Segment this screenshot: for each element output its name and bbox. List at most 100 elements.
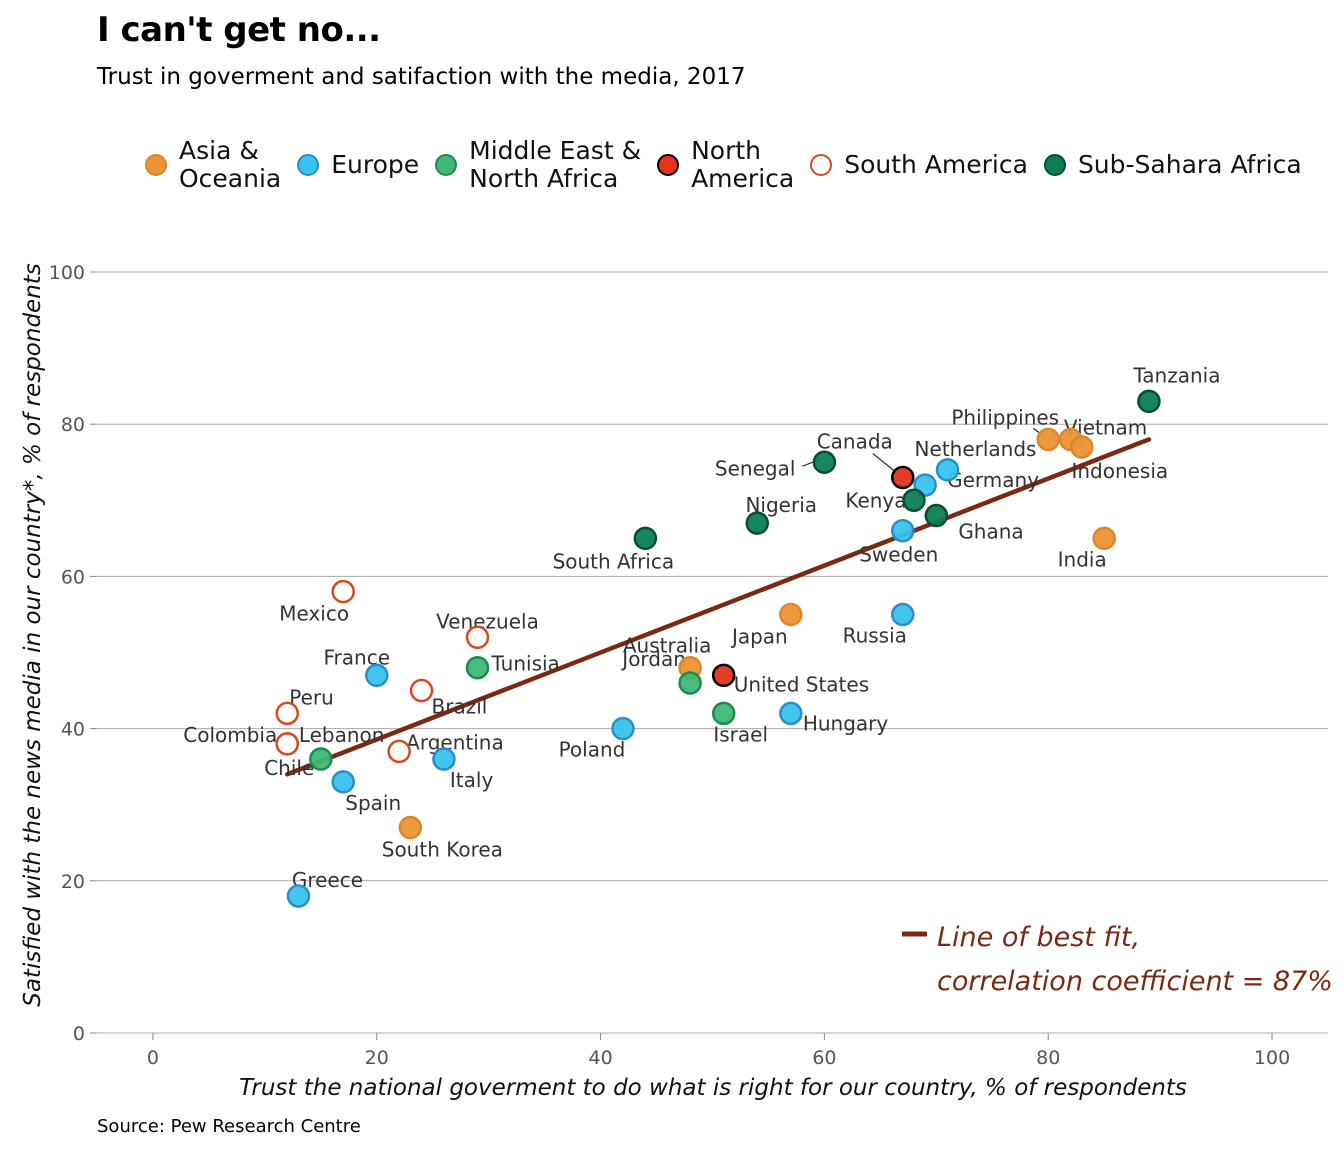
data-points [275,389,1161,908]
point-label-lebanon: Lebanon [299,723,385,747]
legend-swatch-south-america [810,154,833,176]
point-chile [275,732,299,756]
point-indonesia [1070,435,1094,459]
point-spain [331,770,355,794]
point-sweden [890,518,915,543]
legend: Asia & Oceania Europe Middle East & Nort… [145,136,1318,194]
point-label-mexico: Mexico [279,602,349,626]
point-canada [890,465,915,490]
x-axis-ticks: 0 20 40 60 80 100 [147,1033,1290,1069]
y-tick-label-60: 60 [61,566,85,588]
point-israel [711,701,736,726]
point-india [1092,526,1116,551]
fit-annotation: Line of best fit, correlation coefficien… [902,922,1333,997]
legend-swatch-sub-sahara-africa [1043,154,1066,176]
point-label-italy: Italy [450,768,494,792]
point-united-states [711,663,736,688]
point-argentina [387,739,411,764]
y-tick-label-40: 40 [61,719,85,741]
point-france [365,663,389,688]
point-label-india: India [1058,547,1107,571]
point-label-hungary: Hungary [803,711,889,735]
point-label-tanzania: Tanzania [1132,363,1220,387]
legend-item-middle-east: Middle East & North Africa [435,137,641,193]
point-italy [432,747,456,771]
point-label-united-states: United States [734,672,869,696]
point-poland [611,716,635,741]
point-lebanon [309,747,333,771]
best-fit-line-group [284,437,1152,777]
point-label-argentina: Argentina [406,730,504,754]
legend-item-europe: Europe [297,151,419,179]
point-greece [286,884,311,908]
point-label-spain: Spain [345,791,401,815]
point-japan [779,602,803,627]
legend-swatch-asia-oceania [145,154,167,176]
point-label-chile: Chile [264,756,314,780]
x-tick-label-100: 100 [1254,1047,1290,1069]
point-hungary [779,701,803,726]
point-label-philippines: Philippines [951,405,1059,429]
point-label-japan: Japan [730,624,788,648]
point-label-jordan: Jordan [620,647,686,671]
point-label-netherlands: Netherlands [915,437,1037,461]
y-tick-label-80: 80 [61,414,85,436]
legend-label-north-america: North America [691,136,795,193]
point-label-russia: Russia [843,623,907,647]
chart-subtitle: Trust in goverment and satifaction with … [97,64,746,90]
point-kenya [902,488,926,513]
point-netherlands [935,458,960,482]
point-label-peru: Peru [289,685,334,709]
point-label-australia: Australia [623,634,711,658]
legend-item-south-america: South America [810,151,1028,179]
point-label-sweden: Sweden [859,543,938,567]
point-south-korea [398,815,423,840]
legend-label-middle-east: Middle East & North Africa [469,136,642,193]
point-label-tunisia: Tunisia [490,652,559,676]
point-label-kenya: Kenya [845,488,906,512]
point-label-venezuela: Venezuela [436,609,539,633]
point-label-south-africa: South Africa [553,549,675,573]
point-label-canada: Canada [817,429,893,453]
legend-swatch-middle-east [435,154,458,176]
point-south-africa [633,526,658,551]
point-label-south-korea: South Korea [382,838,503,862]
legend-item-sub-sahara-africa: Sub-Sahara Africa [1043,150,1302,179]
chart-title: I can't get no... [97,10,381,50]
x-axis-title: Trust the national goverment to do what … [239,1075,1187,1101]
x-tick-label-0: 0 [147,1047,159,1069]
point-label-israel: Israel [713,722,768,746]
point-mexico [331,579,355,604]
point-label-germany: Germany [947,468,1039,492]
point-peru [275,701,299,726]
fit-note-line1: Line of best fit, [937,922,1140,953]
point-nigeria [745,511,770,535]
point-label-brazil: Brazil [432,695,488,719]
legend-item-north-america: North America [657,137,794,193]
y-axis-title: Satisfied with the news media in our cou… [20,263,46,1007]
y-tick-label-100: 100 [49,262,85,284]
legend-item-asia-oceania: Asia & Oceania [145,137,281,193]
point-philippines [1036,427,1060,452]
point-label-ghana: Ghana [958,520,1023,544]
x-tick-label-80: 80 [1036,1047,1060,1069]
x-tick-label-20: 20 [365,1047,389,1069]
fit-note-line2: correlation coefficient = 87% [937,966,1333,997]
point-label-indonesia: Indonesia [1071,459,1168,483]
point-venezuela [465,625,490,650]
legend-label-sub-sahara-africa: Sub-Sahara Africa [1077,150,1302,179]
point-russia [890,602,915,627]
legend-label-south-america: South America [844,150,1028,179]
point-brazil [409,678,434,703]
gridlines [97,271,1328,1034]
y-axis-ticks: 0 20 40 60 80 100 [49,262,97,1045]
best-fit-line [284,437,1152,777]
point-senegal [812,450,837,474]
legend-label-europe: Europe [331,150,420,179]
y-tick-label-0: 0 [73,1023,85,1045]
point-ghana [924,503,949,528]
point-tunisia [465,655,490,680]
point-label-senegal: Senegal [715,456,796,480]
